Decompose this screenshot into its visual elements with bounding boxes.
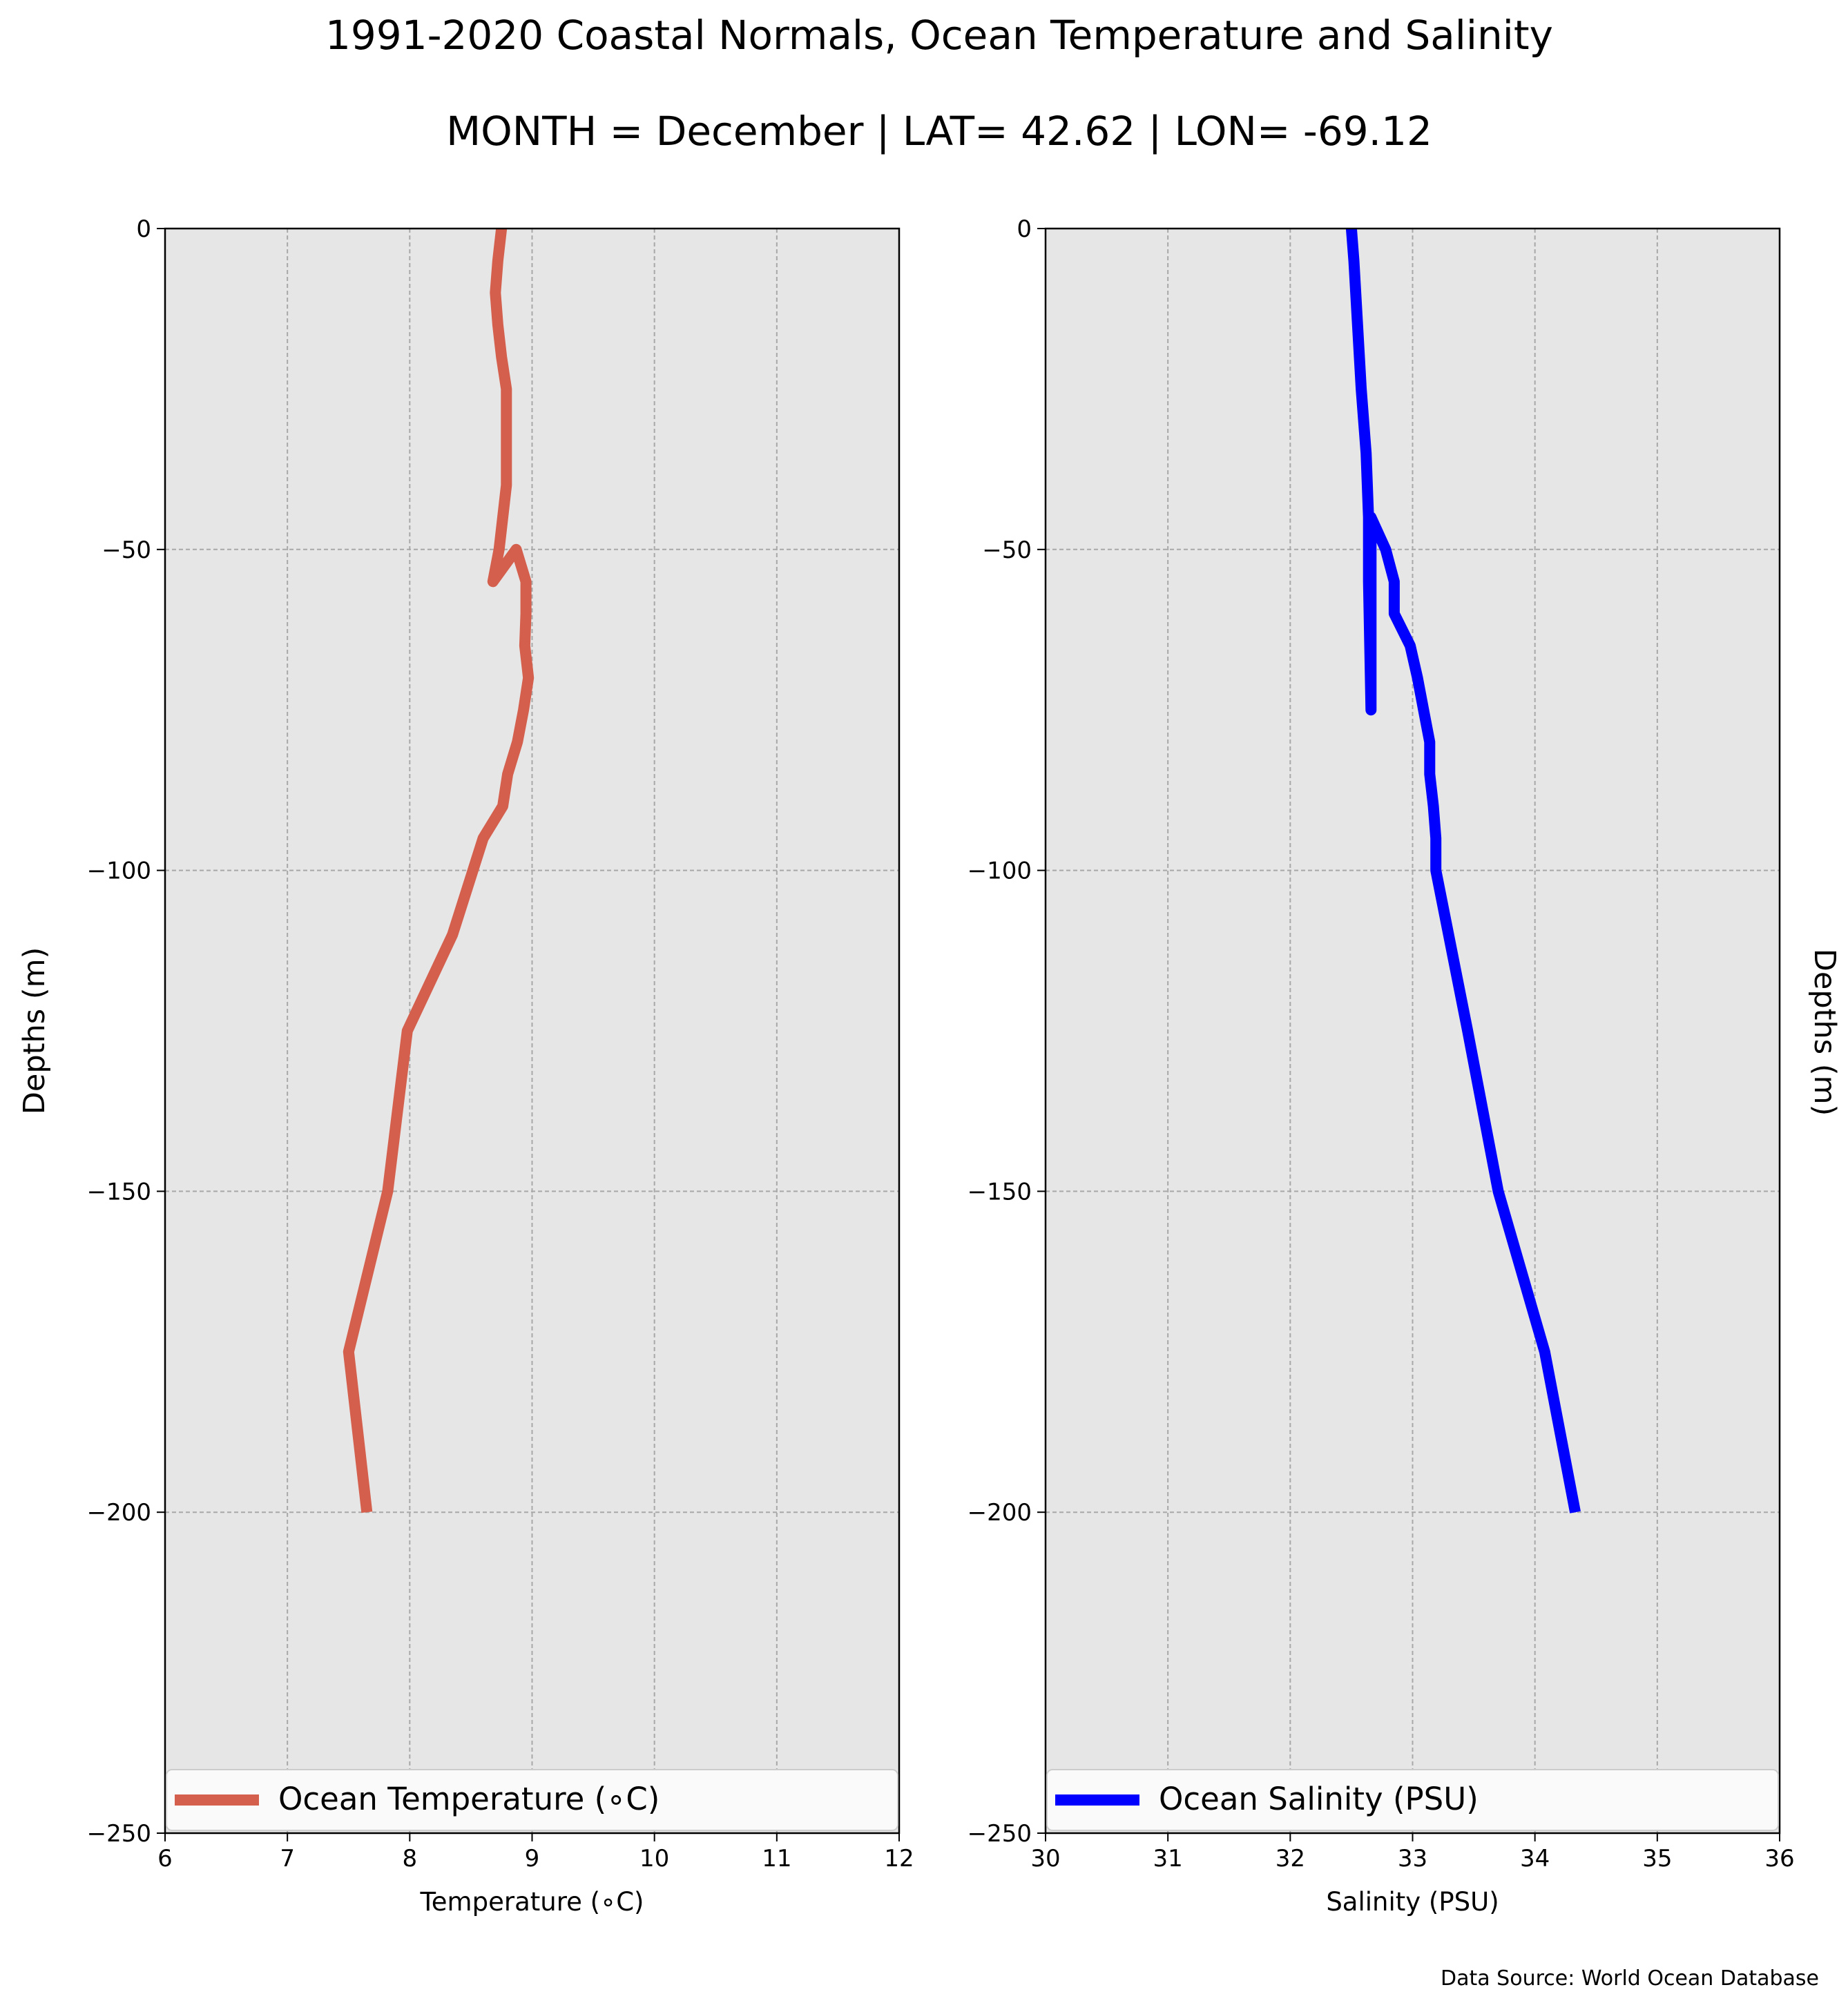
data-point [1544,1351,1546,1353]
y-tick-label: −200 [968,1499,1032,1527]
legend: Ocean Temperature (∘C) [166,1769,898,1831]
y-tick-label: −50 [102,536,151,564]
data-point [1498,1190,1499,1192]
x-tick-label: 31 [1153,1845,1183,1873]
legend-label: Ocean Salinity (PSU) [1159,1781,1479,1817]
data-point [502,516,503,518]
x-tick-label: 9 [525,1845,540,1873]
data-point [1575,1511,1576,1513]
legend-label: Ocean Temperature (∘C) [278,1781,660,1817]
x-tick-label: 34 [1520,1845,1550,1873]
grid-lines [1046,229,1780,1833]
y-tick-label: −150 [968,1178,1032,1206]
chart-panel-1: 6 7 8 9 10 11 12 0 −50 −100 −150 −200 −250 Temperatur… [17,215,914,1917]
y-tick-label: −200 [87,1499,151,1527]
y-tick-label: −100 [87,858,151,885]
chart-title: 1991-2020 Coastal Normals, Ocean Tempera… [325,12,1553,59]
legend: Ocean Salinity (PSU) [1046,1769,1779,1831]
x-tick-label: 33 [1398,1845,1427,1873]
x-tick-label: 6 [157,1845,173,1873]
x-tick-label: 11 [762,1845,791,1873]
x-tick-label: 32 [1276,1845,1305,1873]
x-tick-label: 30 [1030,1845,1060,1873]
y-tick-label: −150 [87,1178,151,1206]
y-tick-label: −50 [982,536,1032,564]
y-tick-label: −250 [87,1820,151,1848]
data-point [506,452,507,454]
y-tick-label: 0 [1017,215,1032,243]
data-point [528,677,529,679]
data-point [1385,549,1387,550]
y-tick-label: 0 [136,215,151,243]
data-point [494,292,496,293]
data-point [1368,516,1369,518]
data-point [1365,452,1367,454]
data-point [492,581,494,582]
x-tick-label: 8 [403,1845,418,1873]
panels: 6 7 8 9 10 11 12 0 −50 −100 −150 −200 −250 Temperatur… [17,215,1795,1917]
data-point [1368,581,1369,582]
data-point [1467,1030,1468,1032]
data-point [348,1351,349,1353]
x-axis-label: Temperature (∘C) [419,1887,644,1917]
x-tick-label: 36 [1764,1845,1794,1873]
data-point [1417,677,1418,679]
x-tick-label: 35 [1642,1845,1672,1873]
data-point [501,356,502,358]
x-tick-label: 12 [884,1845,914,1873]
y-axis-label: Depths (m) [17,947,52,1114]
data-point [387,1190,388,1192]
legend-box [1046,1769,1779,1831]
source-note: Data Source: World Ocean Database [1441,1966,1819,1991]
data-point [452,934,453,936]
x-tick-label: 10 [639,1845,669,1873]
x-axis-label: Salinity (PSU) [1326,1887,1499,1917]
chart-subtitle: MONTH = December | LAT= 42.62 | LON= -69… [446,108,1432,155]
data-point [497,260,499,261]
data-point [506,420,507,422]
legend-box [166,1769,898,1831]
right-y-axis-label: Depths (m) [1807,949,1842,1116]
y-tick-label: −250 [968,1820,1032,1848]
data-point [515,549,517,550]
y-tick-label: −100 [968,858,1032,885]
chart-panel-2: 30 31 32 33 34 35 36 0 −50 −100 −150 −200 −250 Salini… [968,215,1795,1917]
x-tick-label: 7 [280,1845,295,1873]
